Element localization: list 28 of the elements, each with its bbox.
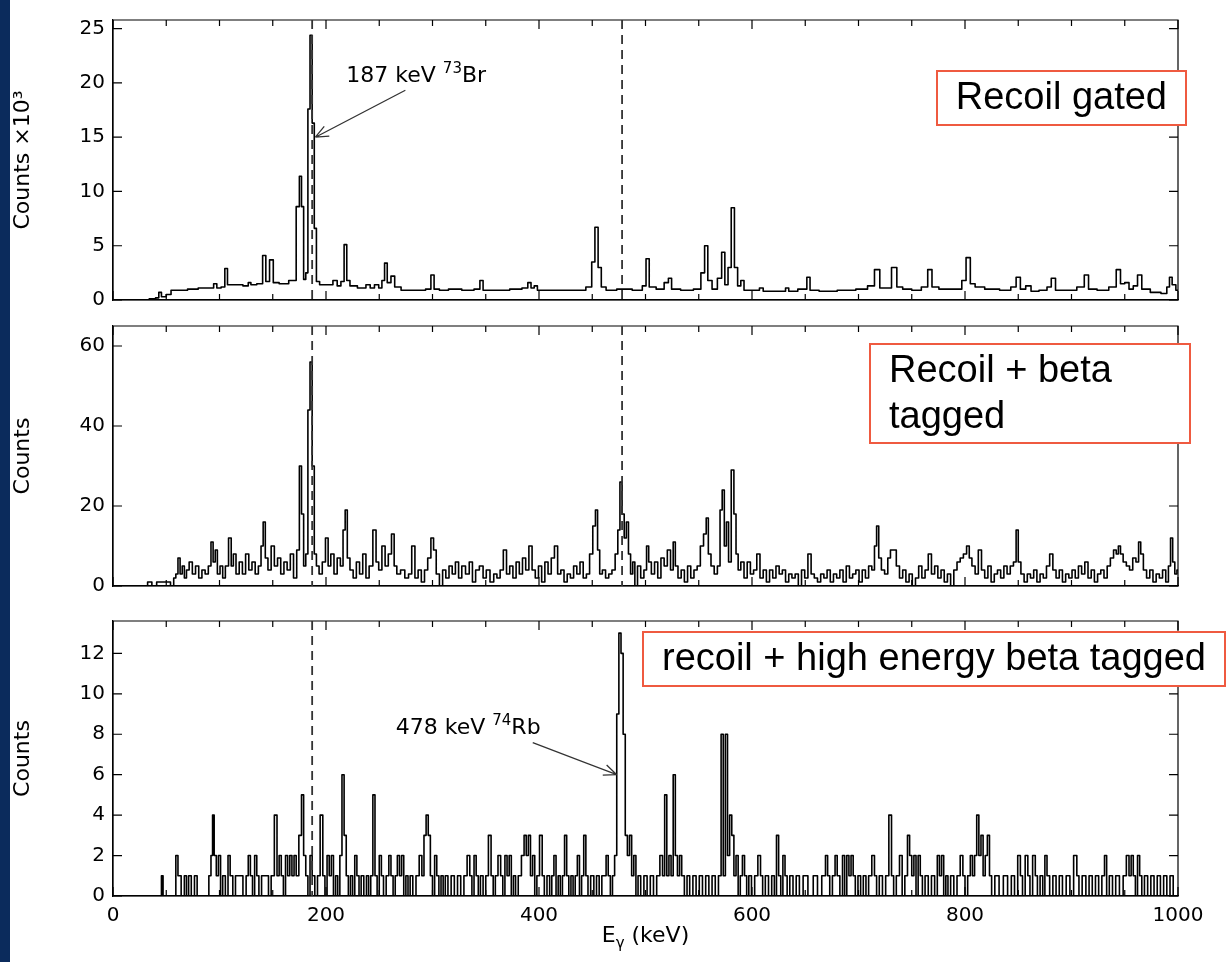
y-tick-label: 2 xyxy=(92,841,105,866)
y-tick-label: 4 xyxy=(92,801,105,826)
x-tick-label: 200 xyxy=(306,902,346,927)
y-tick-label: 15 xyxy=(79,123,105,148)
y-tick-label: 60 xyxy=(79,332,105,357)
annotation: Recoil gated xyxy=(935,70,1187,126)
annotation: Recoil + beta tagged xyxy=(869,343,1191,445)
y-tick-label: 0 xyxy=(92,572,105,597)
y-tick-label: 40 xyxy=(79,412,105,437)
y-tick-label: 10 xyxy=(79,680,105,704)
annotation: recoil + high energy beta tagged xyxy=(641,631,1226,687)
x-tick-label: 400 xyxy=(519,902,559,927)
x-tick-label: 1000 xyxy=(1152,902,1204,927)
y-tick-label: 12 xyxy=(79,639,105,664)
y-tick-label: 5 xyxy=(92,231,105,256)
y-axis-title: Counts ×10³ xyxy=(8,90,34,230)
y-tick-label: 10 xyxy=(79,177,105,202)
y-tick-label: 25 xyxy=(79,14,105,39)
y-tick-label: 0 xyxy=(92,882,105,907)
x-tick-label: 800 xyxy=(945,902,985,927)
y-tick-label: 0 xyxy=(92,286,105,311)
y-tick-label: 20 xyxy=(79,69,105,94)
y-tick-label: 6 xyxy=(92,760,105,785)
y-tick-label: 20 xyxy=(79,492,105,517)
y-axis-title: Counts xyxy=(8,417,34,495)
x-tick-label: 600 xyxy=(732,902,772,927)
y-tick-label: 8 xyxy=(92,720,105,745)
y-axis-title: Counts xyxy=(8,720,34,797)
